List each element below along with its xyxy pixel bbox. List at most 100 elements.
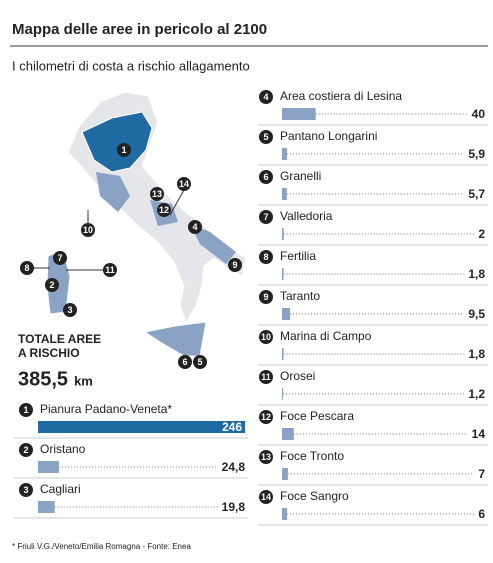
bar — [38, 501, 55, 513]
category-label: Taranto — [280, 289, 320, 303]
map-marker-circle — [228, 258, 242, 272]
category-label: Foce Sangro — [280, 489, 349, 503]
sicily — [143, 321, 207, 357]
value-label: 5,7 — [468, 187, 485, 201]
rank-number: 5 — [263, 132, 268, 142]
category-label: Pianura Padano-Veneta* — [40, 402, 172, 416]
rank-circle — [259, 370, 273, 384]
value-label: 1,8 — [468, 347, 485, 361]
total-label: TOTALE AREE — [18, 332, 101, 346]
category-label: Pantano Longarini — [280, 129, 377, 143]
value-label: 246 — [222, 420, 242, 434]
value-label: 14 — [472, 427, 486, 441]
map-marker-number: 1 — [121, 145, 126, 155]
map — [33, 91, 247, 357]
bar — [282, 388, 284, 400]
region-po — [81, 111, 153, 173]
region-tuscany — [96, 172, 130, 212]
bar — [38, 421, 245, 433]
rank-number: 11 — [261, 372, 271, 382]
title: Mappa delle aree in pericolo al 2100 — [12, 21, 267, 38]
region-puglia — [190, 224, 236, 264]
rank-number: 13 — [261, 452, 271, 462]
rank-number: 8 — [263, 252, 268, 262]
bar — [282, 468, 288, 480]
map-marker-circle — [20, 261, 34, 275]
category-label: Orosei — [280, 369, 315, 383]
bar — [282, 108, 316, 120]
bar — [282, 188, 287, 200]
value-label: 2 — [478, 227, 485, 241]
category-label: Fertilia — [280, 249, 316, 263]
value-label: 5,9 — [468, 147, 485, 161]
map-marker-circle — [150, 187, 164, 201]
rank-circle — [259, 450, 273, 464]
rank-number: 1 — [23, 405, 28, 415]
map-marker-number: 7 — [57, 253, 62, 263]
category-label: Foce Pescara — [280, 409, 354, 423]
map-marker-number: 8 — [24, 263, 29, 273]
map-marker-circle — [157, 203, 171, 217]
map-marker-circle — [103, 263, 117, 277]
rank-circle — [19, 443, 33, 457]
map-marker-number: 14 — [179, 179, 189, 189]
rank-circle — [259, 250, 273, 264]
total-unit: km — [74, 373, 93, 388]
rank-circle — [259, 290, 273, 304]
map-marker-number: 13 — [152, 189, 162, 199]
map-marker-circle — [63, 303, 77, 317]
map-marker-number: 12 — [159, 205, 169, 215]
total-label: A RISCHIO — [18, 346, 80, 360]
bar — [282, 228, 284, 240]
bar — [282, 508, 288, 520]
value-label: 1,8 — [468, 267, 485, 281]
category-label: Granelli — [280, 169, 321, 183]
map-marker-number: 5 — [197, 357, 202, 367]
map-marker-circle — [81, 223, 95, 237]
rank-number: 3 — [23, 485, 28, 495]
map-marker-number: 2 — [49, 280, 54, 290]
bar — [38, 461, 59, 473]
value-label: 7 — [478, 467, 485, 481]
bar — [282, 148, 287, 160]
value-label: 9,5 — [468, 307, 485, 321]
value-label: 40 — [472, 107, 486, 121]
rank-circle — [259, 490, 273, 504]
category-label: Marina di Campo — [280, 329, 372, 343]
category-label: Cagliari — [40, 482, 81, 496]
rank-circle — [19, 403, 33, 417]
map-leaders — [33, 189, 185, 271]
rank-circle — [259, 130, 273, 144]
map-marker-circle — [188, 220, 202, 234]
rank-circle — [259, 330, 273, 344]
value-label: 19,8 — [222, 500, 246, 514]
rank-circle — [259, 170, 273, 184]
map-marker-number: 9 — [232, 260, 237, 270]
value-label: 6 — [478, 507, 485, 521]
category-label: Foce Tronto — [280, 449, 344, 463]
value-label: 1,2 — [468, 387, 485, 401]
rank-number: 2 — [23, 445, 28, 455]
total-value: 385,5 — [18, 368, 68, 390]
map-marker-circle — [45, 278, 59, 292]
map-marker-circle — [177, 177, 191, 191]
rank-circle — [259, 410, 273, 424]
map-marker-number: 6 — [182, 357, 187, 367]
rank-number: 9 — [263, 292, 268, 302]
map-marker-circle — [117, 143, 131, 157]
map-marker-number: 3 — [67, 305, 72, 315]
category-label: Area costiera di Lesina — [280, 89, 402, 103]
rank-circle — [259, 90, 273, 104]
rank-number: 7 — [263, 212, 268, 222]
map-marker-number: 10 — [83, 225, 93, 235]
bar — [282, 428, 294, 440]
map-marker-circle — [178, 355, 192, 369]
rank-circle — [19, 483, 33, 497]
rank-number: 6 — [263, 172, 268, 182]
rank-number: 12 — [261, 412, 271, 422]
bar — [282, 268, 284, 280]
rank-circle — [259, 210, 273, 224]
map-marker-circle — [53, 251, 67, 265]
